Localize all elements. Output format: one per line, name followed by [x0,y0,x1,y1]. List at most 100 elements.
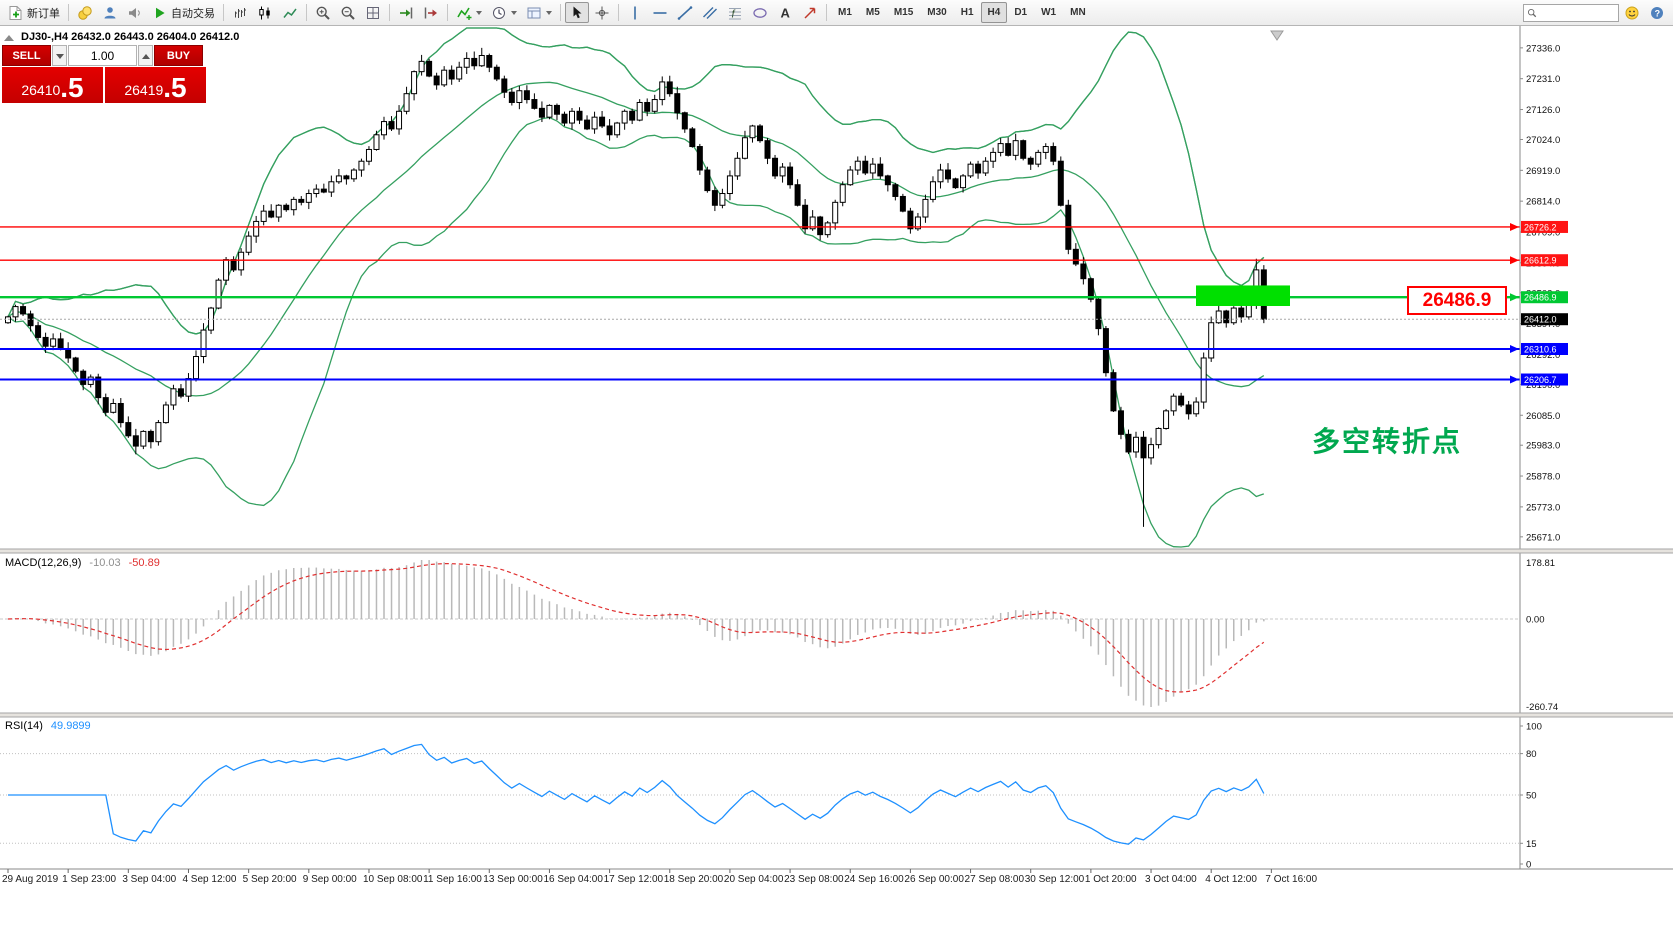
arrows-button[interactable] [798,2,822,23]
bars-icon [235,7,246,18]
svg-text:?: ? [1655,8,1661,18]
price-axis-tick: 25773.0 [1526,502,1560,513]
time-axis-label: 18 Sep 20:00 [663,874,724,885]
toolbar-separator [826,4,827,21]
autotrading-button[interactable]: 自动交易 [148,2,219,23]
navigator-button[interactable] [98,2,122,23]
vertical-line-button[interactable] [623,2,647,23]
timeframe-toolbar: M1 M5 M15 M30 H1 H4 D1 W1 MN [831,2,1093,23]
macd-histogram [14,560,1265,707]
cursor-button[interactable] [565,2,589,23]
zoom-in-button[interactable] [311,2,335,23]
price-axis-tick: 25983.0 [1526,441,1560,452]
svg-text:-260.74: -260.74 [1526,702,1558,713]
periods-button[interactable] [487,2,521,23]
buy-price-main: 26419 [124,82,164,98]
level-line-arrow [1510,256,1519,265]
price-level-badge [1521,254,1568,267]
play-icon [156,7,165,18]
new-order-button[interactable]: 新订单 [4,2,64,23]
time-axis-label: 7 Oct 16:00 [1265,874,1318,885]
timeframe-W1[interactable]: W1 [1034,2,1063,23]
svg-text:15: 15 [1526,839,1537,850]
zoomout-icon [341,6,355,20]
chart-shift-button[interactable] [419,2,443,23]
tline-icon [677,5,693,20]
svg-text:A: A [781,5,791,20]
text-button[interactable]: A [773,2,797,23]
level-line-arrow [1510,222,1519,231]
timeframe-H4[interactable]: H4 [980,2,1008,23]
crosshair-button[interactable] [590,2,614,23]
price-axis-tick: 26814.0 [1526,197,1560,208]
sound-icon [129,7,140,18]
price-axis-tick: 26085.0 [1526,411,1560,422]
market-watch-button[interactable] [73,2,97,23]
turning-point-annotation: 多空转折点 [1312,426,1463,457]
indicator-icon [457,7,472,20]
help-button[interactable]: ? [1645,2,1669,23]
hline-icon [653,11,667,14]
timeframe-M1[interactable]: M1 [831,2,859,23]
question-icon: ? [1651,6,1663,19]
volume-decrease-button[interactable] [52,45,67,66]
alerts-button[interactable] [123,2,147,23]
zoom-out-button[interactable] [336,2,360,23]
toolbar-separator [618,4,619,21]
vline-icon [634,6,636,19]
rsi-value: 49.9899 [50,720,91,732]
timeframe-H1[interactable]: H1 [954,2,981,23]
macd-name: MACD(12,26,9) [5,557,82,569]
candles-layer [5,47,1267,527]
auto-scroll-button[interactable] [394,2,418,23]
volume-input[interactable] [68,45,137,66]
candlestick-chart-button[interactable] [253,2,277,23]
shapes-button[interactable] [748,2,772,23]
volume-increase-button[interactable] [138,45,153,66]
indicators-button[interactable] [452,2,486,23]
rsi-name: RSI(14) [5,720,43,732]
svg-text:26206.7: 26206.7 [1524,375,1557,385]
chart-shift-marker [1270,30,1284,41]
channel-button[interactable] [698,2,722,23]
time-axis-label: 20 Sep 04:00 [723,874,784,885]
price-axis-tick: 26919.0 [1526,166,1560,177]
horizontal-line-button[interactable] [648,2,672,23]
trendline-button[interactable] [673,2,697,23]
bar-chart-button[interactable] [228,2,252,23]
time-axis-label: 3 Sep 04:00 [122,874,177,885]
buy-price-box[interactable]: 26419.5 [105,67,206,103]
toolbar: 新订单 自动交易 f A M1 M5 M15 M30 H1 H4 D1 W1 MN? [0,0,1673,26]
toolbar-separator [68,4,69,21]
highlight-zone-rect[interactable] [1196,285,1290,307]
shapes-icon [753,7,767,18]
price-callout-label[interactable]: 26486.9 [1407,286,1507,315]
price-axis-tick: 26292.0 [1526,350,1560,361]
one-click-toggle-icon[interactable] [4,30,14,41]
buy-button[interactable]: BUY [154,45,203,66]
svg-text:26612.9: 26612.9 [1524,256,1557,266]
time-axis-label: 1 Oct 20:00 [1084,874,1137,885]
sell-price-box[interactable]: 26410.5 [2,67,103,103]
sell-button[interactable]: SELL [2,45,51,66]
tile-windows-button[interactable] [361,2,385,23]
level-line-arrow [1510,293,1519,302]
timeframe-MN[interactable]: MN [1063,2,1093,23]
line-chart-button[interactable] [278,2,302,23]
fibonacci-button[interactable]: f [723,2,747,23]
time-axis-label: 3 Oct 04:00 [1145,874,1197,885]
timeframe-D1[interactable]: D1 [1007,2,1034,23]
timeframe-M5[interactable]: M5 [859,2,887,23]
timeframe-M30[interactable]: M30 [920,2,953,23]
timeframe-M15[interactable]: M15 [887,2,920,23]
arrowmark-icon [804,7,816,19]
community-button[interactable] [1620,2,1644,23]
macd-signal-value: -50.89 [128,557,160,569]
search-input[interactable] [1539,5,1615,20]
templates-button[interactable] [522,2,556,23]
new-order-button-label: 新订单 [27,7,60,20]
symbol-search-box [1523,3,1619,22]
zoomin-icon [316,6,330,20]
